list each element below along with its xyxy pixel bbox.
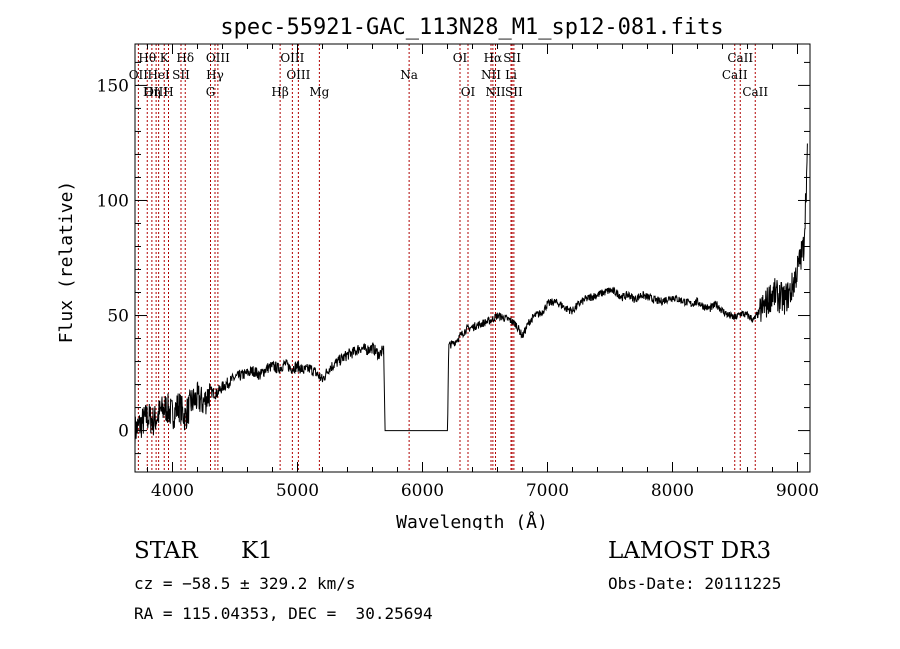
line-label-20: NII <box>481 68 501 82</box>
spectrum-line <box>134 143 808 447</box>
line-label-6: H <box>163 85 173 99</box>
line-label-0: Hθ <box>138 51 156 65</box>
line-label-27: CaII <box>742 85 768 99</box>
x-tick-label-1: 5000 <box>276 481 319 501</box>
line-label-22: SII <box>503 51 521 65</box>
x-tick-label-4: 8000 <box>651 481 694 501</box>
line-label-1: OII <box>129 68 149 82</box>
coordinates-readout: RA = 115.04353, DEC = 30.25694 <box>134 604 433 623</box>
redshift-readout: cz = −58.5 ± 329.2 km/s <box>134 574 356 593</box>
x-tick-label-2: 6000 <box>401 481 444 501</box>
line-label-26: CaII <box>722 68 748 82</box>
line-labels: Hθ OII OIII K Hη HeI H SII Hδ OIII Hγ G OIII OIII Hβ Mg… <box>129 51 769 99</box>
y-tick-label-2: 100 <box>97 191 129 211</box>
line-label-13: OIII <box>286 68 310 82</box>
line-label-18: OI <box>461 85 476 99</box>
object-class: STAR <box>134 538 198 564</box>
line-label-2: OIII <box>144 85 168 99</box>
line-label-16: Na <box>400 68 418 82</box>
line-label-17: OI <box>453 51 468 65</box>
line-markers <box>137 44 756 472</box>
line-label-3: K <box>160 51 170 65</box>
line-label-9: OIII <box>206 51 230 65</box>
y-tick-label-3: 150 <box>97 76 129 96</box>
line-label-19: Hα <box>484 51 503 65</box>
line-label-5: HeI <box>147 68 170 82</box>
line-label-10: Hγ <box>206 68 224 82</box>
line-label-7: SII <box>172 68 190 82</box>
y-axis-label: Flux (relative) <box>56 181 77 344</box>
line-label-25: CaII <box>727 51 753 65</box>
spectrum-chart: spec-55921-GAC_113N28_M1_sp12-081.fits H… <box>56 15 819 530</box>
line-label-12: OIII <box>280 51 304 65</box>
chart-title: spec-55921-GAC_113N28_M1_sp12-081.fits <box>220 15 723 40</box>
x-axis-label: Wavelength (Å) <box>396 511 548 530</box>
line-label-11: G <box>206 85 216 99</box>
line-label-8: Hδ <box>176 51 194 65</box>
x-tick-label-5: 9000 <box>776 481 819 501</box>
x-axis-ticks: 4000 5000 6000 7000 8000 9000 <box>147 44 819 501</box>
object-subclass: K1 <box>241 538 273 564</box>
survey-name: LAMOST DR3 <box>608 538 772 564</box>
x-tick-label-3: 7000 <box>526 481 569 501</box>
line-label-21: NII <box>486 85 506 99</box>
y-tick-label-0: 0 <box>118 422 129 442</box>
y-tick-label-1: 50 <box>107 307 129 327</box>
y-axis-ticks: 0 50 100 150 <box>97 61 810 455</box>
observation-date: Obs-Date: 20111225 <box>608 574 782 593</box>
line-label-23: Li <box>505 68 517 82</box>
line-label-14: Hβ <box>271 85 288 99</box>
line-label-4: Hη <box>143 85 161 99</box>
line-label-15: Mg <box>309 85 329 99</box>
x-tick-label-0: 4000 <box>151 481 194 501</box>
line-label-24: SII <box>505 85 523 99</box>
plot-frame <box>134 43 811 473</box>
